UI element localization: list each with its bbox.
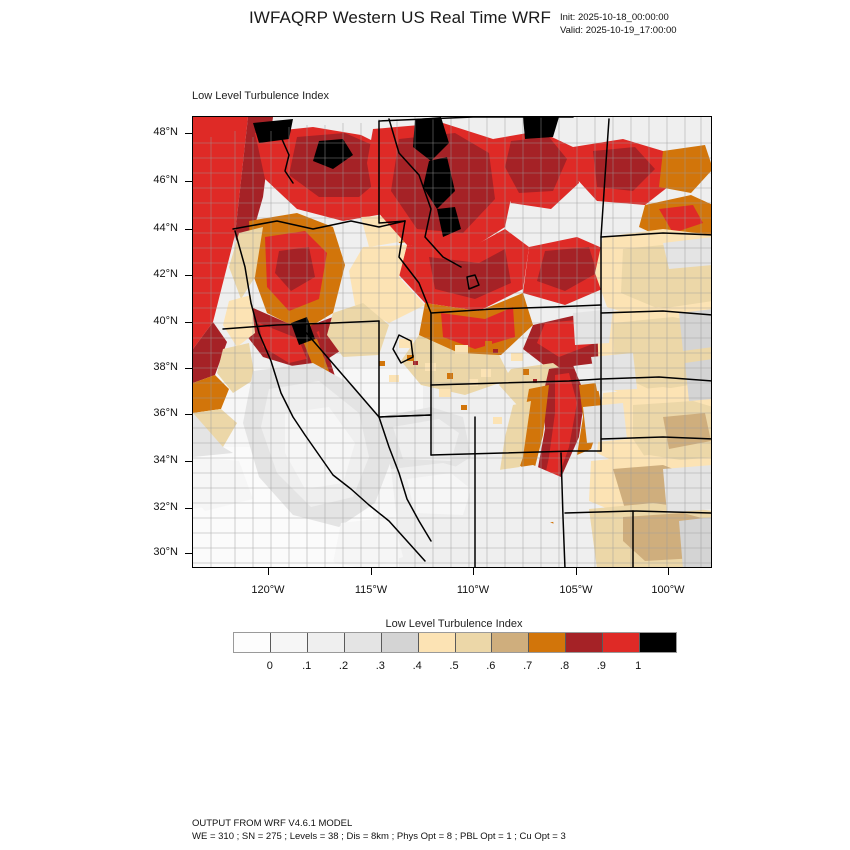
colorbar-swatch-7 [492, 633, 530, 652]
colorbar-swatch-11 [640, 633, 677, 652]
y-tick-label: 30°N [153, 546, 178, 558]
x-tick-label: 100°W [651, 584, 685, 596]
colorbar-swatch-1 [270, 633, 308, 652]
colorbar-swatch-0 [234, 633, 271, 652]
colorbar-tick-9: .9 [596, 660, 606, 672]
colorbar-tick-3: .3 [375, 660, 385, 672]
colorbar-swatch-9 [566, 633, 604, 652]
footer-line-1: OUTPUT FROM WRF V4.6.1 MODEL [192, 818, 353, 829]
colorbar-swatch-8 [529, 633, 567, 652]
valid-label: Valid: 2025-10-19_17:00:00 [560, 24, 677, 36]
colorbar-tick-8: .8 [559, 660, 570, 672]
colorbar-tick-10: 1 [635, 660, 642, 672]
y-tick-label: 44°N [153, 222, 178, 234]
colorbar-tick-7: .7 [523, 660, 533, 672]
y-tick-label: 34°N [153, 454, 178, 466]
x-tick-label: 110°W [456, 584, 490, 596]
colorbar-swatch-4 [381, 633, 419, 652]
x-tick-label: 120°W [251, 584, 285, 596]
colorbar-swatch-5 [418, 633, 456, 652]
colorbar-tick-labels: 0 .1 .2 .3 .4 .5 .6 .7 .8 .9 1 [233, 660, 675, 676]
y-tick-label: 46°N [153, 174, 178, 186]
init-valid-stamp: Init: 2025-10-18_00:00:00 Valid: 2025-10… [560, 12, 677, 37]
colorbar-tick-4: .4 [412, 660, 422, 672]
x-tick-label: 105°W [559, 584, 593, 596]
colorbar-swatch-3 [344, 633, 382, 652]
colorbar-tick-5: .5 [449, 660, 459, 672]
panel-title: Low Level Turbulence Index [192, 90, 329, 102]
colorbar-tick-2: .2 [338, 660, 349, 672]
y-tick-label: 36°N [153, 407, 178, 419]
page-title: IWFAQRP Western US Real Time WRF [248, 8, 551, 27]
colorbar-tick-0: 0 [266, 660, 273, 672]
colorbar-tick-1: .1 [302, 660, 312, 672]
map-panel[interactable] [192, 116, 712, 568]
colorbar-swatch-10 [603, 633, 641, 652]
colorbar-swatch-2 [307, 633, 345, 652]
y-tick-label: 40°N [153, 315, 178, 327]
colorbar-title: Low Level Turbulence Index [385, 618, 523, 630]
footer-line-2: WE = 310 ; SN = 275 ; Levels = 38 ; Dis … [192, 830, 566, 842]
init-label: Init: 2025-10-18_00:00:00 [560, 12, 669, 23]
x-tick-label: 115°W [354, 584, 388, 596]
model-footer: OUTPUT FROM WRF V4.6.1 MODEL WE = 310 ; … [192, 818, 566, 843]
y-tick-label: 42°N [153, 268, 178, 280]
colorbar-swatch-6 [455, 633, 493, 652]
map-canvas [193, 117, 711, 567]
colorbar[interactable] [233, 632, 677, 653]
colorbar-tick-6: .6 [486, 660, 496, 672]
turbulence-heatmap [193, 117, 711, 567]
y-tick-label: 32°N [153, 501, 178, 513]
y-tick-label: 38°N [153, 361, 178, 373]
y-tick-label: 48°N [153, 126, 178, 138]
